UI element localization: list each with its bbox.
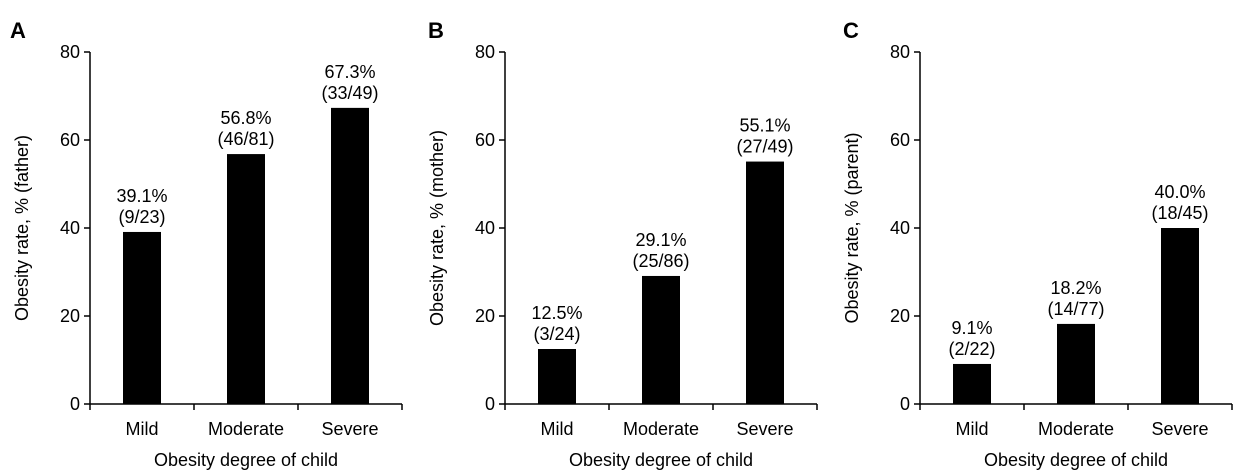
y-tick-label: 80 (475, 42, 495, 62)
y-tick-label: 20 (890, 306, 910, 326)
y-axis-label: Obesity rate, % (father) (12, 135, 32, 321)
y-tick-label: 40 (890, 218, 910, 238)
panel-letter: B (428, 18, 444, 43)
bar-label-percent: 18.2% (1050, 278, 1101, 298)
bar-label-percent: 29.1% (635, 230, 686, 250)
panel-letter: C (843, 18, 859, 43)
y-tick-label: 20 (60, 306, 80, 326)
bar-label-count: (27/49) (736, 137, 793, 157)
bar-label-count: (9/23) (118, 207, 165, 227)
y-tick-label: 20 (475, 306, 495, 326)
bar-moderate (227, 154, 265, 404)
y-tick-label: 40 (475, 218, 495, 238)
panel-a: A 0 20 40 60 80 Mild 39.1%(9/23) Moderate 56.8%(4… (10, 18, 403, 470)
x-axis-label: Obesity degree of child (569, 450, 753, 470)
x-tick-label: Moderate (208, 419, 284, 439)
bar-label-percent: 67.3% (324, 62, 375, 82)
bar-label-percent: 55.1% (739, 116, 790, 136)
y-tick-label: 60 (890, 130, 910, 150)
x-tick-label: Mild (125, 419, 158, 439)
x-tick-label: Mild (540, 419, 573, 439)
y-tick-label: 60 (60, 130, 80, 150)
y-tick-label: 0 (485, 394, 495, 414)
x-tick-label: Moderate (623, 419, 699, 439)
bar-label-percent: 39.1% (116, 186, 167, 206)
bar-label-count: (25/86) (632, 251, 689, 271)
bar-label-count: (18/45) (1151, 203, 1208, 223)
bar-moderate (1057, 323, 1095, 404)
x-tick-label: Severe (1151, 419, 1208, 439)
bar-label-count: (46/81) (217, 129, 274, 149)
panel-letter: A (10, 18, 26, 43)
bar-label-count: (14/77) (1047, 299, 1104, 319)
bar-label-count: (33/49) (321, 83, 378, 103)
bar-label-percent: 40.0% (1154, 182, 1205, 202)
y-tick-label: 80 (890, 42, 910, 62)
y-tick-label: 80 (60, 42, 80, 62)
panel-b: B020406080Mild12.5%(3/24)Moderate29.1%(2… (427, 18, 818, 470)
bar-severe (331, 107, 369, 404)
x-tick-label: Severe (321, 419, 378, 439)
y-tick-label: 0 (900, 394, 910, 414)
x-tick-label: Moderate (1038, 419, 1114, 439)
y-axis-label: Obesity rate, % (mother) (427, 130, 447, 326)
bar-label-percent: 56.8% (220, 108, 271, 128)
bar-label-count: (2/22) (948, 339, 995, 359)
x-axis-label: Obesity degree of child (154, 450, 338, 470)
y-axis-label: Obesity rate, % (parent) (842, 132, 862, 323)
y-tick-label: 40 (60, 218, 80, 238)
bar-label-percent: 9.1% (951, 318, 992, 338)
bar-mild (538, 349, 576, 404)
bar-moderate (642, 275, 680, 404)
bar-label-count: (3/24) (533, 324, 580, 344)
bar-mild (123, 231, 161, 404)
x-axis-label: Obesity degree of child (984, 450, 1168, 470)
bar-mild (953, 363, 991, 404)
bar-severe (1161, 228, 1199, 404)
x-tick-label: Severe (736, 419, 793, 439)
y-tick-label: 60 (475, 130, 495, 150)
panel-c: C 0 20 40 60 80 Mild 9.1%(2/22) Moderate 18.2%(14… (842, 18, 1233, 470)
bar-label-percent: 12.5% (531, 303, 582, 323)
x-tick-label: Mild (955, 419, 988, 439)
y-tick-label: 0 (70, 394, 80, 414)
bar-severe (746, 161, 784, 404)
